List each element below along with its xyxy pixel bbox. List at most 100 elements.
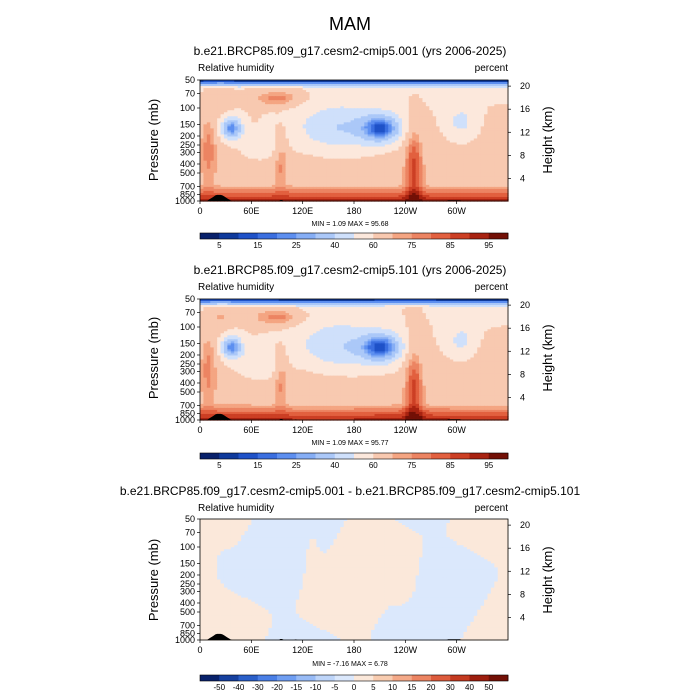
heatmap-cell — [391, 86, 396, 89]
heatmap-cell — [247, 112, 252, 115]
heatmap-cell — [439, 84, 444, 87]
heatmap-cell — [234, 134, 239, 138]
heatmap-cell — [347, 122, 352, 125]
heatmap-cell — [364, 84, 369, 87]
heatmap-cell — [302, 140, 307, 144]
heatmap-cell — [501, 86, 506, 89]
heatmap-cell — [316, 102, 321, 105]
heatmap-cell — [319, 94, 324, 97]
heatmap-cell — [456, 82, 461, 85]
heatmap-cell — [501, 122, 506, 125]
heatmap-cell — [261, 112, 266, 115]
heatmap-cell — [364, 106, 369, 109]
heatmap-cell — [343, 120, 348, 123]
heatmap-cell — [484, 104, 489, 107]
heatmap-cell — [408, 98, 413, 101]
heatmap-cell — [278, 92, 283, 95]
heatmap-cell — [282, 138, 287, 142]
heatmap-cell — [388, 104, 393, 107]
heatmap-cell — [412, 86, 417, 89]
heatmap-cell — [504, 108, 509, 111]
heatmap-cell — [319, 128, 324, 132]
heatmap-cell — [487, 94, 492, 97]
heatmap-cell — [473, 142, 478, 146]
heatmap-cell — [466, 128, 471, 132]
heatmap-cell — [354, 124, 359, 127]
heatmap-cell — [374, 122, 379, 125]
heatmap-cell — [384, 104, 389, 107]
heatmap-cell — [432, 136, 437, 140]
heatmap-cell — [200, 94, 205, 97]
heatmap-cell — [319, 80, 324, 83]
heatmap-cell — [340, 88, 345, 91]
heatmap-cell — [442, 92, 447, 95]
heatmap-cell — [442, 136, 447, 140]
heatmap-cell — [326, 118, 331, 121]
heatmap-cell — [230, 104, 235, 107]
heatmap-cell — [258, 88, 263, 91]
heatmap-cell — [436, 118, 441, 121]
heatmap-cell — [384, 132, 389, 136]
heatmap-cell — [306, 84, 311, 87]
heatmap-cell — [309, 80, 314, 83]
heatmap-cell — [480, 138, 485, 142]
heatmap-cell — [422, 98, 427, 101]
heatmap-cell — [285, 96, 290, 99]
heatmap-cell — [357, 104, 362, 107]
heatmap-cell — [456, 108, 461, 111]
heatmap-cell — [271, 114, 276, 117]
heatmap-cell — [316, 80, 321, 83]
heatmap-cell — [384, 128, 389, 132]
heatmap-cell — [340, 84, 345, 87]
heatmap-cell — [494, 114, 499, 117]
heatmap-cell — [271, 116, 276, 119]
heatmap-cell — [200, 102, 205, 105]
heatmap-cell — [432, 104, 437, 107]
heatmap-cell — [354, 136, 359, 140]
heatmap-cell — [367, 118, 372, 121]
heatmap-cell — [302, 116, 307, 119]
heatmap-cell — [504, 142, 509, 146]
heatmap-cell — [278, 114, 283, 117]
heatmap-cell — [323, 112, 328, 115]
heatmap-cell — [237, 110, 242, 113]
heatmap-cell — [302, 136, 307, 140]
heatmap-cell — [312, 110, 317, 113]
heatmap-cell — [288, 114, 293, 117]
heatmap-cell — [285, 120, 290, 123]
heatmap-cell — [422, 82, 427, 85]
heatmap-cell — [350, 108, 355, 111]
heatmap-cell — [374, 130, 379, 134]
heatmap-cell — [312, 114, 317, 117]
heatmap-cell — [275, 140, 280, 144]
heatmap-cell — [415, 136, 420, 140]
heatmap-cell — [336, 136, 341, 140]
heatmap-cell — [340, 96, 345, 99]
heatmap-cell — [326, 110, 331, 113]
heatmap-cell — [288, 122, 293, 125]
heatmap-cell — [261, 80, 266, 83]
heatmap-cell — [350, 138, 355, 142]
heatmap-cell — [487, 124, 492, 127]
heatmap-cell — [261, 108, 266, 111]
heatmap-cell — [415, 108, 420, 111]
heatmap-cell — [299, 136, 304, 140]
heatmap-cell — [415, 84, 420, 87]
heatmap-cell — [200, 84, 205, 87]
heatmap-cell — [384, 112, 389, 115]
heatmap-cell — [466, 134, 471, 138]
heatmap-cell — [422, 132, 427, 136]
heatmap-cell — [333, 116, 338, 119]
heatmap-cell — [473, 118, 478, 121]
heatmap-cell — [251, 102, 256, 105]
heatmap-cell — [268, 126, 273, 129]
heatmap-cell — [251, 128, 256, 132]
heatmap-cell — [350, 114, 355, 117]
heatmap-cell — [323, 88, 328, 91]
heatmap-cell — [371, 82, 376, 85]
panel-1-title: b.e21.BRCP85.f09_g17.cesm2-cmip5.001 (yr… — [194, 44, 507, 58]
heatmap-cell — [206, 126, 211, 129]
heatmap-cell — [436, 100, 441, 103]
heatmap-cell — [203, 122, 208, 125]
heatmap-cell — [442, 116, 447, 119]
